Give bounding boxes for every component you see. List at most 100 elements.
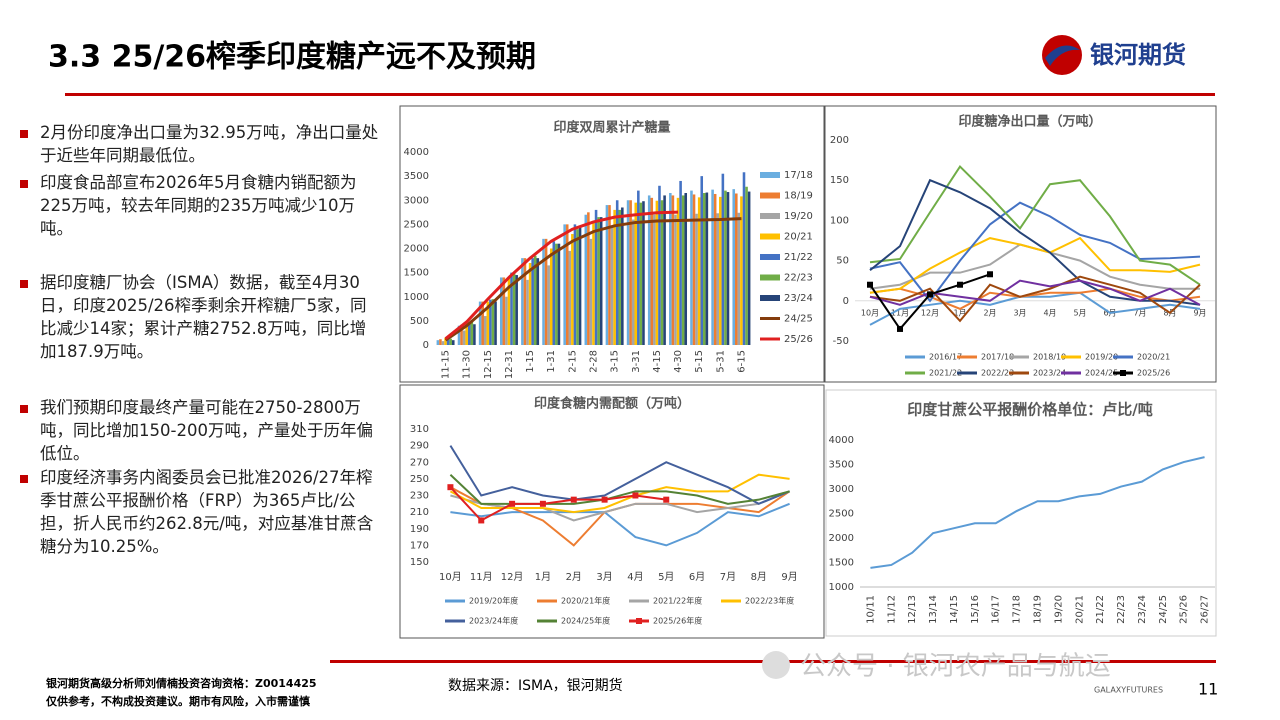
- bar: [655, 200, 659, 345]
- x-tick-label: 7月: [1133, 308, 1146, 317]
- x-tick-label: 11-30: [462, 350, 473, 379]
- bar: [439, 339, 442, 345]
- x-tick-label: 3月: [596, 571, 612, 583]
- bar: [549, 248, 553, 345]
- bar: [502, 277, 506, 345]
- x-tick-label: 13/14: [928, 595, 939, 624]
- x-tick-label: 1月: [953, 308, 966, 317]
- line: [449, 473, 790, 514]
- line: [869, 279, 1201, 306]
- bar: [705, 192, 709, 345]
- bar: [716, 213, 720, 345]
- footer-analyst: 银河期货高级分析师刘倩楠投资咨询资格：Z0014425: [46, 676, 317, 690]
- x-tick-label: 23/24: [1137, 595, 1148, 624]
- marker: [927, 291, 933, 298]
- legend-label: 22/23: [784, 273, 813, 284]
- x-tick-label: 4月: [1043, 308, 1056, 317]
- bar: [473, 324, 476, 345]
- legend-label: 2017/18: [981, 353, 1014, 362]
- y-tick-label: -50: [833, 336, 849, 347]
- bullet: 我们预期印度最终产量可能在2750-2800万吨，同比增加150-200万吨，产…: [40, 398, 373, 463]
- y-tick-label: 500: [410, 316, 429, 327]
- chart-title: 印度双周累计产糖量: [553, 120, 670, 136]
- x-tick-label: 12-15: [483, 350, 494, 379]
- x-tick-label: 5-15: [694, 350, 705, 373]
- y-tick-label: 290: [410, 441, 429, 452]
- x-tick-label: 22/23: [1116, 595, 1127, 624]
- bar: [631, 219, 635, 345]
- bar: [660, 200, 664, 345]
- bar: [700, 176, 704, 345]
- line: [869, 178, 1201, 306]
- legend-swatch: [760, 254, 780, 260]
- legend-label: 18/19: [784, 191, 813, 202]
- x-tick-label: 10月: [861, 308, 879, 317]
- bar: [555, 243, 558, 345]
- legend-label: 2025/26年度: [653, 616, 702, 626]
- bar: [481, 301, 484, 345]
- legend-swatch: [760, 233, 780, 240]
- bullet: 印度经济事务内阁委员会已批准2026/27年榨季甘蔗公平报酬价格（FRP）为36…: [40, 468, 374, 556]
- bar: [713, 193, 717, 345]
- marker: [663, 496, 670, 503]
- y-tick-label: 3500: [829, 460, 854, 471]
- bar: [642, 201, 645, 345]
- x-tick-label: 17/18: [1012, 595, 1023, 624]
- bar: [663, 195, 666, 345]
- legend-label: 2020/21年度: [561, 596, 610, 606]
- bar: [444, 337, 447, 345]
- bar: [674, 214, 677, 345]
- x-tick-label: 14/15: [949, 595, 960, 624]
- bar: [597, 217, 600, 345]
- bar: [629, 200, 632, 345]
- bar: [544, 238, 548, 345]
- bar: [470, 321, 474, 345]
- x-tick-label: 1月: [535, 571, 551, 583]
- bar: [735, 193, 738, 345]
- bar: [486, 301, 490, 345]
- y-tick-label: 0: [423, 340, 429, 351]
- bar: [565, 224, 569, 345]
- bar: [647, 195, 651, 345]
- x-tick-label: 15/16: [970, 595, 981, 624]
- footer-brand: GALAXYFUTURES: [1094, 686, 1163, 695]
- legend-label: 25/26: [784, 334, 813, 345]
- legend-swatch: [760, 274, 780, 281]
- bar: [491, 299, 495, 345]
- bar: [618, 209, 622, 345]
- bar: [697, 197, 701, 345]
- bar: [460, 324, 463, 345]
- x-tick-label: 5-31: [715, 350, 726, 373]
- legend-label: 2020/21: [1137, 353, 1170, 362]
- y-tick-label: 200: [830, 135, 849, 146]
- x-tick-label: 21/22: [1095, 595, 1106, 624]
- marker: [539, 500, 546, 507]
- x-tick-label: 11月: [470, 571, 493, 583]
- bar: [626, 200, 630, 345]
- footer-source: 数据来源：ISMA，银河期货: [448, 677, 623, 694]
- y-tick-label: 250: [410, 474, 429, 485]
- y-tick-label: 3000: [829, 484, 854, 495]
- bullet-mark: [20, 475, 28, 483]
- bar: [621, 207, 624, 345]
- x-tick-label: 25/26: [1179, 595, 1190, 624]
- legend-label: 2023/24: [1033, 369, 1066, 378]
- bar: [594, 209, 598, 345]
- legend-label: 2021/22年度: [653, 596, 702, 606]
- x-tick-label: 5月: [658, 571, 674, 583]
- x-tick-label: 12/13: [907, 595, 918, 624]
- x-tick-label: 3月: [1013, 308, 1026, 317]
- legend-label: 2021/22: [929, 369, 962, 378]
- legend-label: 2024/25: [1085, 369, 1118, 378]
- legend-label: 2024/25年度: [561, 616, 610, 626]
- x-tick-label: 1-31: [546, 350, 557, 373]
- x-tick-label: 2-28: [589, 350, 600, 373]
- marker: [957, 281, 963, 288]
- bar: [557, 243, 561, 345]
- x-tick-label: 2月: [983, 308, 996, 317]
- bar: [563, 224, 566, 345]
- bar: [587, 212, 590, 345]
- bar: [552, 241, 556, 345]
- panel: [399, 105, 825, 383]
